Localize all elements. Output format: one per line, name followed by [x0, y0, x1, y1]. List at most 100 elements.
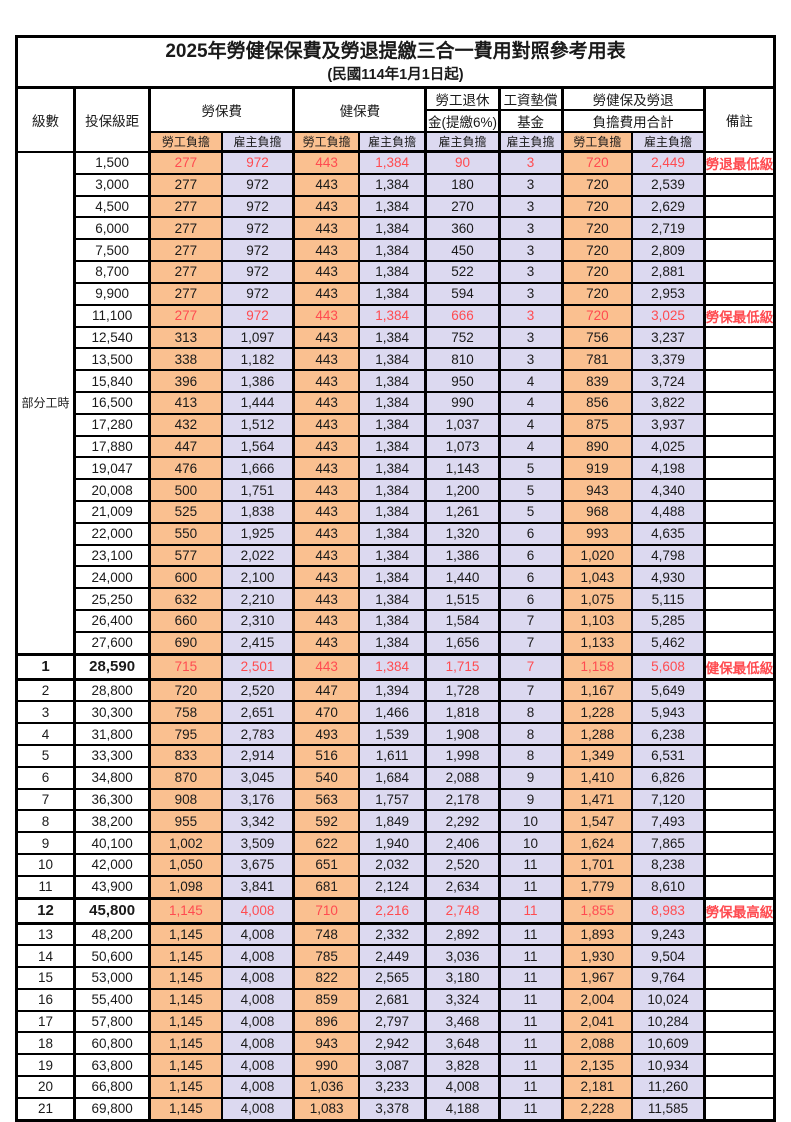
health-employee-cell: 443	[292, 543, 360, 568]
labor-employer-cell: 4,008	[220, 987, 295, 1012]
total-employer-cell: 5,285	[631, 608, 706, 633]
total-employee-cell: 1,410	[560, 765, 634, 790]
fund-employer-cell: 11	[497, 1075, 564, 1099]
note-cell	[702, 238, 776, 262]
pension-employer-cell: 1,998	[424, 743, 501, 768]
health-employer-cell: 1,940	[357, 831, 427, 855]
health-employee-cell: 443	[292, 325, 360, 350]
header-pension-line1: 勞工退休	[424, 86, 501, 111]
note-cell	[702, 456, 776, 481]
total-employee-cell: 1,133	[560, 630, 634, 656]
premium-table: 2025年勞健保保費及勞退提繳三合一費用對照參考用表 (民國114年1月1日起)…	[15, 35, 776, 1122]
note-cell	[702, 521, 776, 546]
note-cell	[702, 809, 776, 834]
health-employer-cell: 1,384	[357, 521, 427, 546]
labor-employer-cell: 2,783	[220, 722, 295, 746]
level-merged-cell: 部分工時	[15, 150, 76, 656]
pension-employer-cell: 594	[424, 281, 501, 306]
health-employee-cell: 443	[292, 194, 360, 219]
fund-employer-cell: 3	[497, 216, 564, 241]
pension-employer-cell: 90	[424, 150, 501, 175]
labor-employer-cell: 2,310	[220, 608, 295, 633]
fund-employer-cell: 7	[497, 652, 564, 681]
total-employer-cell: 4,930	[631, 565, 706, 590]
health-employer-cell: 1,384	[357, 369, 427, 393]
labor-employer-cell: 972	[220, 194, 295, 219]
fund-employer-cell: 6	[497, 565, 564, 590]
total-employer-cell: 2,629	[631, 194, 706, 219]
table-row: 13 48,200 1,145 4,008 748 2,332 2,892 11 1,893 9,…	[15, 921, 776, 947]
header-labor-insurance: 勞保費	[148, 86, 295, 133]
total-employee-cell: 1,288	[560, 722, 634, 746]
total-employer-cell: 8,983	[631, 896, 706, 925]
total-employer-cell: 6,826	[631, 765, 706, 790]
labor-employer-cell: 1,838	[220, 499, 295, 524]
total-employer-cell: 10,284	[631, 1009, 706, 1034]
total-employer-cell: 3,937	[631, 412, 706, 437]
pension-employer-cell: 1,440	[424, 565, 501, 590]
total-employer-cell: 2,539	[631, 172, 706, 197]
health-employer-cell: 1,384	[357, 630, 427, 656]
pension-employer-cell: 360	[424, 216, 501, 241]
labor-employer-cell: 1,666	[220, 456, 295, 481]
health-employee-cell: 896	[292, 1009, 360, 1034]
subheader-fund-employer: 雇主負擔	[497, 131, 564, 153]
note-cell	[702, 921, 776, 947]
health-employee-cell: 443	[292, 281, 360, 306]
header-sub-row: 勞工負擔 雇主負擔 勞工負擔 雇主負擔 雇主負擔 雇主負擔 勞工負擔 雇主負擔	[17, 131, 775, 153]
labor-employee-cell: 396	[148, 369, 223, 393]
header-note: 備註	[702, 86, 776, 153]
total-employer-cell: 5,943	[631, 700, 706, 725]
labor-employer-cell: 2,022	[220, 543, 295, 568]
salary-cell: 31,800	[73, 722, 151, 746]
table-row: 12 45,800 1,145 4,008 710 2,216 2,748 11 1,855 8,…	[15, 896, 776, 925]
fund-employer-cell: 3	[497, 238, 564, 262]
pension-employer-cell: 3,828	[424, 1053, 501, 1078]
pension-employer-cell: 1,320	[424, 521, 501, 546]
table-row: 3 30,300 758 2,651 470 1,466 1,818 8 1,228 5,943	[15, 700, 776, 725]
pension-employer-cell: 450	[424, 238, 501, 262]
salary-cell: 57,800	[73, 1009, 151, 1034]
labor-employer-cell: 4,008	[220, 1031, 295, 1056]
health-employer-cell: 1,611	[357, 743, 427, 768]
table-row: 11 43,900 1,098 3,841 681 2,124 2,634 11 1,779 8,…	[15, 874, 776, 900]
table-row: 9,900 277 972 443 1,384 594 3 720 2,953	[17, 281, 776, 306]
total-employer-cell: 10,934	[631, 1053, 706, 1078]
total-employer-cell: 2,953	[631, 281, 706, 306]
pension-employer-cell: 1,584	[424, 608, 501, 633]
labor-employer-cell: 2,415	[220, 630, 295, 656]
labor-employee-cell: 413	[148, 390, 223, 415]
pension-employer-cell: 4,188	[424, 1096, 501, 1122]
note-cell	[702, 412, 776, 437]
pension-employer-cell: 270	[424, 194, 501, 219]
table-row: 16 55,400 1,145 4,008 859 2,681 3,324 11 2,004 10…	[15, 987, 776, 1012]
note-cell	[702, 630, 776, 656]
total-employer-cell: 2,449	[631, 150, 706, 175]
health-employee-cell: 443	[292, 259, 360, 284]
fund-employer-cell: 10	[497, 809, 564, 834]
labor-employer-cell: 2,210	[220, 587, 295, 611]
pension-employer-cell: 1,073	[424, 434, 501, 459]
labor-employer-cell: 972	[220, 216, 295, 241]
labor-employee-cell: 277	[148, 238, 223, 262]
level-cell: 12	[15, 896, 76, 925]
total-employee-cell: 2,181	[560, 1075, 634, 1099]
health-employer-cell: 1,384	[357, 172, 427, 197]
pension-employer-cell: 990	[424, 390, 501, 415]
salary-cell: 13,500	[73, 347, 151, 372]
title-block: 2025年勞健保保費及勞退提繳三合一費用對照參考用表 (民國114年1月1日起)	[15, 35, 776, 89]
note-cell	[702, 608, 776, 633]
pension-employer-cell: 1,515	[424, 587, 501, 611]
pension-employer-cell: 1,200	[424, 478, 501, 502]
note-cell	[702, 216, 776, 241]
labor-employee-cell: 550	[148, 521, 223, 546]
table-row: 4 31,800 795 2,783 493 1,539 1,908 8 1,288 6,238	[15, 722, 776, 746]
salary-cell: 17,880	[73, 434, 151, 459]
total-employee-cell: 2,004	[560, 987, 634, 1012]
health-employer-cell: 1,849	[357, 809, 427, 834]
labor-employer-cell: 2,100	[220, 565, 295, 590]
level-cell: 3	[15, 700, 76, 725]
header-health-insurance: 健保費	[292, 86, 427, 133]
fund-employer-cell: 11	[497, 987, 564, 1012]
pension-employer-cell: 3,036	[424, 944, 501, 969]
